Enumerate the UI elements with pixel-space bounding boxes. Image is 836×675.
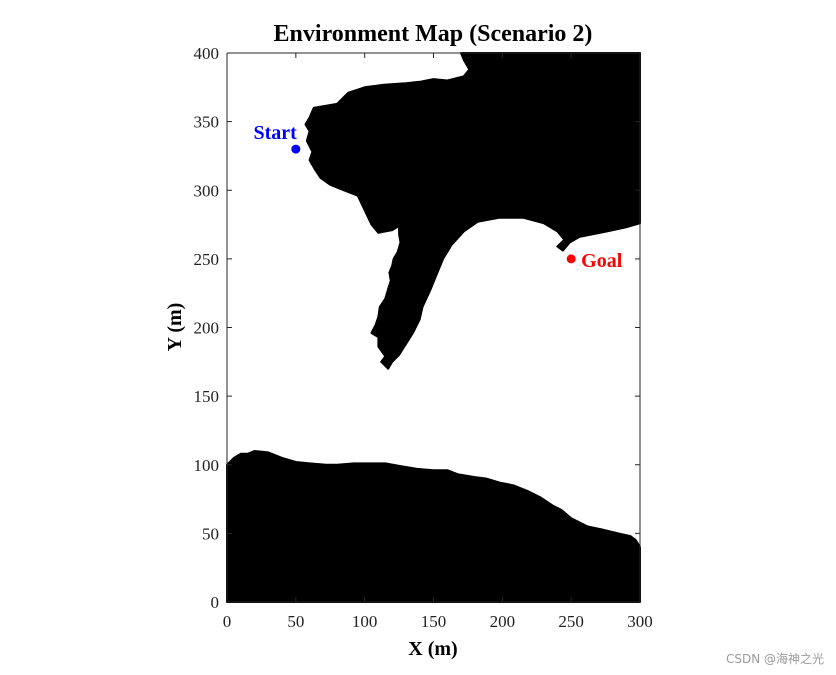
x-tick-label: 300 <box>627 612 653 631</box>
x-tick-label: 0 <box>223 612 232 631</box>
tick-layer: 0 50 100 150 200 250 300 0 50 100 150 200 250 300 350 4… <box>194 44 653 631</box>
markers-layer: Start Goal <box>254 122 623 272</box>
y-axis-label: Y (m) <box>164 303 186 352</box>
upper-obstacle <box>304 52 641 370</box>
x-axis-label: X (m) <box>408 638 457 660</box>
y-tick-label: 150 <box>194 387 220 406</box>
goal-point-marker <box>566 254 576 264</box>
obstacle-layer <box>226 52 641 603</box>
chart-title: Environment Map (Scenario 2) <box>274 21 593 47</box>
y-tick-label: 100 <box>194 456 220 475</box>
y-tick-label: 200 <box>194 319 220 338</box>
y-tick-label: 50 <box>202 524 219 543</box>
goal-label: Goal <box>581 250 623 272</box>
x-tick-label: 100 <box>352 612 378 631</box>
x-tick-label: 50 <box>287 612 304 631</box>
x-tick-label: 150 <box>421 612 447 631</box>
start-point-marker <box>291 144 301 154</box>
lower-obstacle <box>226 450 641 603</box>
y-tick-label: 0 <box>211 593 220 612</box>
y-tick-label: 350 <box>194 113 220 132</box>
x-tick-label: 250 <box>558 612 584 631</box>
watermark: CSDN @海神之光 <box>725 652 824 666</box>
x-tick-label: 200 <box>490 612 516 631</box>
y-tick-label: 400 <box>194 44 220 63</box>
start-label: Start <box>254 122 298 144</box>
y-tick-label: 250 <box>194 250 220 269</box>
y-tick-label: 300 <box>194 181 220 200</box>
